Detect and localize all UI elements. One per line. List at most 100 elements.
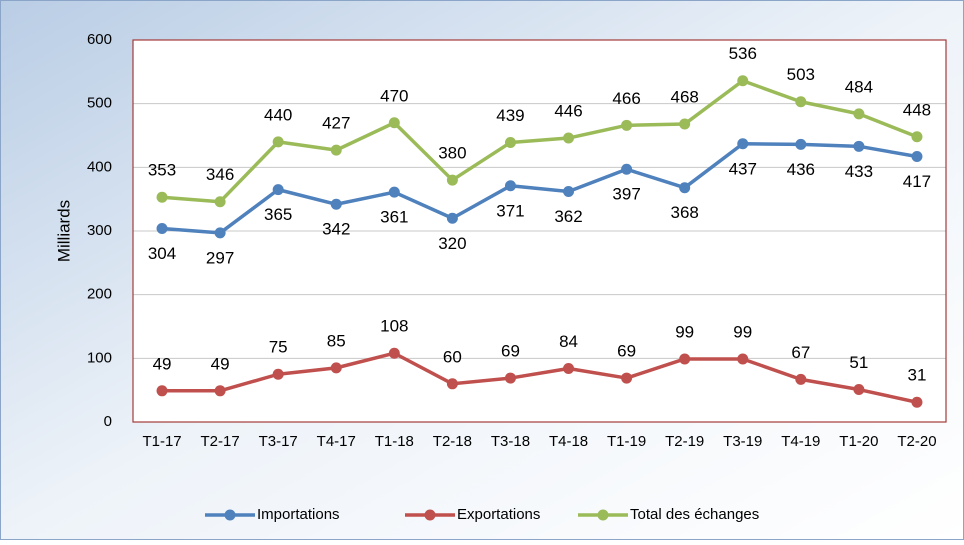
data-label: 439	[496, 106, 524, 125]
y-axis-label: Milliards	[54, 200, 73, 262]
data-point	[214, 227, 226, 239]
data-point	[388, 347, 400, 359]
data-label: 380	[438, 144, 466, 163]
x-tick-label: T4-17	[317, 433, 356, 450]
legend-marker	[597, 509, 609, 521]
data-label: 417	[903, 172, 931, 191]
x-tick-label: T4-19	[781, 433, 820, 450]
data-point	[504, 137, 516, 149]
data-point	[621, 372, 633, 384]
data-label: 49	[153, 354, 172, 373]
data-label: 85	[327, 331, 346, 350]
data-label: 346	[206, 165, 234, 184]
data-label: 503	[787, 65, 815, 84]
y-tick-label: 500	[87, 95, 112, 112]
data-point	[272, 368, 284, 380]
x-tick-label: T3-17	[259, 433, 298, 450]
data-point	[446, 174, 458, 186]
data-point	[737, 75, 749, 87]
data-label: 427	[322, 114, 350, 133]
data-label: 31	[908, 366, 927, 385]
data-point	[214, 385, 226, 397]
legend-marker	[424, 509, 436, 521]
legend-label: Exportations	[457, 506, 540, 523]
data-point	[853, 140, 865, 152]
x-tick-label: T1-18	[375, 433, 414, 450]
data-point	[156, 222, 168, 234]
legend-label: Importations	[257, 506, 340, 523]
x-tick-label: T1-19	[607, 433, 646, 450]
data-point	[853, 108, 865, 120]
y-tick-label: 200	[87, 286, 112, 303]
data-point	[737, 138, 749, 150]
data-label: 353	[148, 161, 176, 180]
data-label: 69	[617, 342, 636, 361]
data-point	[446, 378, 458, 390]
x-tick-label: T2-19	[665, 433, 704, 450]
data-point	[330, 144, 342, 156]
data-label: 365	[264, 205, 292, 224]
x-tick-label: T1-20	[839, 433, 878, 450]
data-label: 470	[380, 86, 408, 105]
data-point	[272, 136, 284, 148]
x-tick-label: T1-17	[142, 433, 181, 450]
data-label: 304	[148, 244, 176, 263]
data-point	[214, 196, 226, 208]
series-line	[161, 78, 918, 204]
data-label: 49	[211, 354, 230, 373]
data-point	[504, 180, 516, 192]
data-label: 368	[670, 203, 698, 222]
data-point	[911, 151, 923, 163]
x-tick-label: T2-20	[897, 433, 936, 450]
data-label: 536	[729, 44, 757, 63]
y-tick-label: 400	[87, 158, 112, 175]
data-label: 397	[612, 185, 640, 204]
data-label: 84	[559, 332, 578, 351]
data-point	[679, 353, 691, 365]
plot-border	[132, 39, 947, 423]
legend-label: Total des échanges	[630, 506, 759, 523]
data-label: 69	[501, 342, 520, 361]
data-point	[504, 372, 516, 384]
data-label: 99	[675, 322, 694, 341]
data-point	[795, 138, 807, 150]
data-point	[853, 384, 865, 396]
y-tick-label: 100	[87, 349, 112, 366]
x-tick-label: T2-18	[433, 433, 472, 450]
data-point	[911, 396, 923, 408]
data-point	[621, 163, 633, 175]
data-label: 371	[496, 201, 524, 220]
data-point	[330, 198, 342, 210]
x-tick-label: T4-18	[549, 433, 588, 450]
x-tick-label: T3-19	[723, 433, 762, 450]
data-label: 108	[380, 317, 408, 336]
data-label: 484	[845, 77, 873, 96]
data-label: 342	[322, 220, 350, 239]
data-label: 433	[845, 162, 873, 181]
data-label: 437	[729, 159, 757, 178]
series-line	[161, 142, 918, 235]
data-point	[911, 131, 923, 143]
data-label: 448	[903, 100, 931, 119]
data-point	[388, 117, 400, 129]
data-label: 466	[612, 89, 640, 108]
data-label: 75	[269, 338, 288, 357]
x-tick-label: T3-18	[491, 433, 530, 450]
data-label: 51	[849, 353, 868, 372]
data-label: 361	[380, 208, 408, 227]
data-point	[795, 96, 807, 108]
series-line	[162, 351, 918, 404]
data-label: 320	[438, 234, 466, 253]
data-label: 67	[791, 343, 810, 362]
data-label: 60	[443, 347, 462, 366]
y-tick-label: 300	[87, 222, 112, 239]
data-point	[388, 186, 400, 198]
data-label: 440	[264, 105, 292, 124]
data-point	[330, 362, 342, 374]
data-point	[737, 353, 749, 365]
data-point	[795, 373, 807, 385]
data-point	[156, 191, 168, 203]
data-point	[679, 182, 691, 194]
data-point	[272, 184, 284, 196]
